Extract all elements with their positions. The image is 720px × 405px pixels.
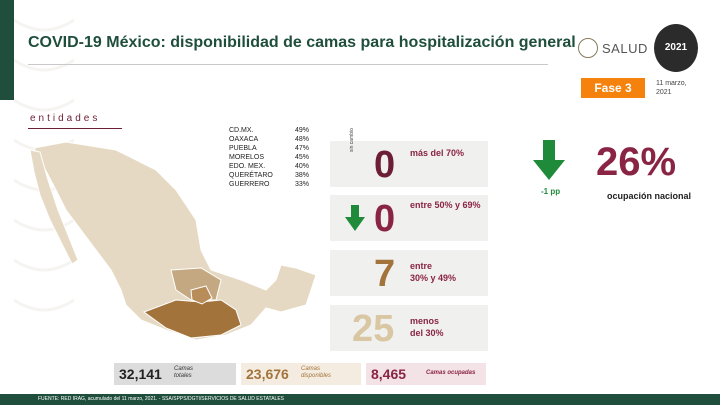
category-label-line-2: del 30%: [410, 328, 444, 338]
category-label: entre 30% y 49%: [410, 260, 456, 284]
entidades-underline: [28, 128, 122, 129]
category-label-line-2: 30% y 49%: [410, 273, 457, 283]
left-accent-bar: [0, 0, 14, 100]
state-name: EDO. MEX.: [229, 163, 266, 170]
list-item: QUERÉTARO 38%: [229, 171, 309, 180]
salud-logo-text: SALUD: [602, 40, 648, 56]
state-name: PUEBLA: [229, 145, 257, 152]
category-count: 25: [352, 308, 395, 350]
state-name: GUERRERO: [229, 181, 270, 188]
available-beds-value: 23,676: [246, 366, 289, 382]
occupied-beds-value: 8,465: [371, 366, 407, 382]
mexico-map: [29, 141, 317, 340]
category-card-over-70: 0 más del 70%: [330, 141, 488, 187]
page-title: COVID-19 México: disponibilidad de camas…: [28, 34, 576, 51]
total-beds-box: 32,141 Camas totales: [114, 363, 236, 385]
state-name: QUERÉTARO: [229, 172, 273, 179]
footer-source: FUENTE: RED IRAG, acumulado del 11 marzo…: [38, 396, 285, 402]
state-name: CD.MX.: [229, 127, 254, 134]
date-line-1: 11 marzo,: [656, 80, 687, 87]
available-beds-label-line-2: disponibles: [301, 373, 332, 379]
category-label: entre 50% y 69%: [410, 200, 481, 210]
list-item: PUEBLA 47%: [229, 144, 309, 153]
state-pct: 45%: [294, 154, 309, 161]
category-card-30-49: 7 entre 30% y 49%: [330, 250, 488, 296]
occupied-beds-label: Camas ocupadas: [426, 370, 476, 376]
total-beds-label: Camas totales: [174, 366, 193, 380]
list-item: EDO. MEX. 40%: [229, 162, 309, 171]
category-label: más del 70%: [410, 148, 465, 158]
category-label-line-1: menos: [410, 316, 440, 326]
year-2021-logo: 2021: [654, 24, 698, 72]
total-beds-value: 32,141: [119, 366, 162, 382]
category-label: menos del 30%: [410, 315, 444, 339]
available-beds-label-line-1: Camas: [301, 366, 321, 372]
state-pct: 40%: [294, 163, 309, 170]
map-highlight-states: [142, 299, 242, 339]
category-count: 0: [374, 198, 396, 240]
list-item: MORELOS 45%: [229, 153, 309, 162]
category-label-line-1: entre: [410, 261, 433, 271]
national-occupancy-label: ocupación nacional: [607, 191, 692, 201]
list-item: OAXACA 48%: [229, 135, 309, 144]
state-name: OAXACA: [229, 136, 259, 143]
map-mainland: [33, 141, 317, 340]
list-item: GUERRERO 33%: [229, 180, 309, 189]
seal-icon: [578, 38, 598, 58]
state-pct: 33%: [294, 181, 309, 188]
state-name: MORELOS: [229, 154, 265, 161]
map-baja-california: [29, 149, 79, 265]
report-date: 11 marzo, 2021: [656, 79, 716, 97]
list-item: CD.MX. 49%: [229, 126, 309, 135]
total-beds-label-line-1: Camas: [174, 366, 194, 372]
phase-badge: Fase 3: [581, 78, 645, 98]
section-label-entidades: entidades: [30, 113, 101, 124]
total-beds-label-line-2: totales: [174, 373, 192, 379]
available-beds-box: 23,676 Camas disponibles: [241, 363, 361, 385]
state-pct: 47%: [294, 145, 309, 152]
category-count: 7: [374, 253, 396, 295]
date-line-2: 2021: [656, 89, 672, 96]
down-arrow-icon: [345, 205, 365, 231]
state-pct: 38%: [294, 172, 309, 179]
state-pct: 49%: [294, 127, 309, 134]
no-change-label: sin cambio: [349, 128, 355, 152]
title-divider: [28, 64, 548, 65]
footer-bar: [0, 394, 720, 405]
national-change: -1 pp: [541, 187, 561, 196]
state-pct: 48%: [294, 136, 309, 143]
national-down-arrow-icon: [533, 140, 565, 180]
occupied-beds-box: 8,465 Camas ocupadas: [366, 363, 486, 385]
national-occupancy-pct: 26%: [596, 140, 677, 184]
map-central-states-high: [190, 285, 213, 305]
state-occupancy-list: CD.MX. 49% OAXACA 48% PUEBLA 47% MORELOS 45%…: [229, 126, 309, 189]
category-count: 0: [374, 144, 396, 186]
salud-logo: SALUD: [578, 38, 648, 58]
category-card-under-30: 25 menos del 30%: [330, 305, 488, 351]
available-beds-label: Camas disponibles: [301, 366, 331, 380]
